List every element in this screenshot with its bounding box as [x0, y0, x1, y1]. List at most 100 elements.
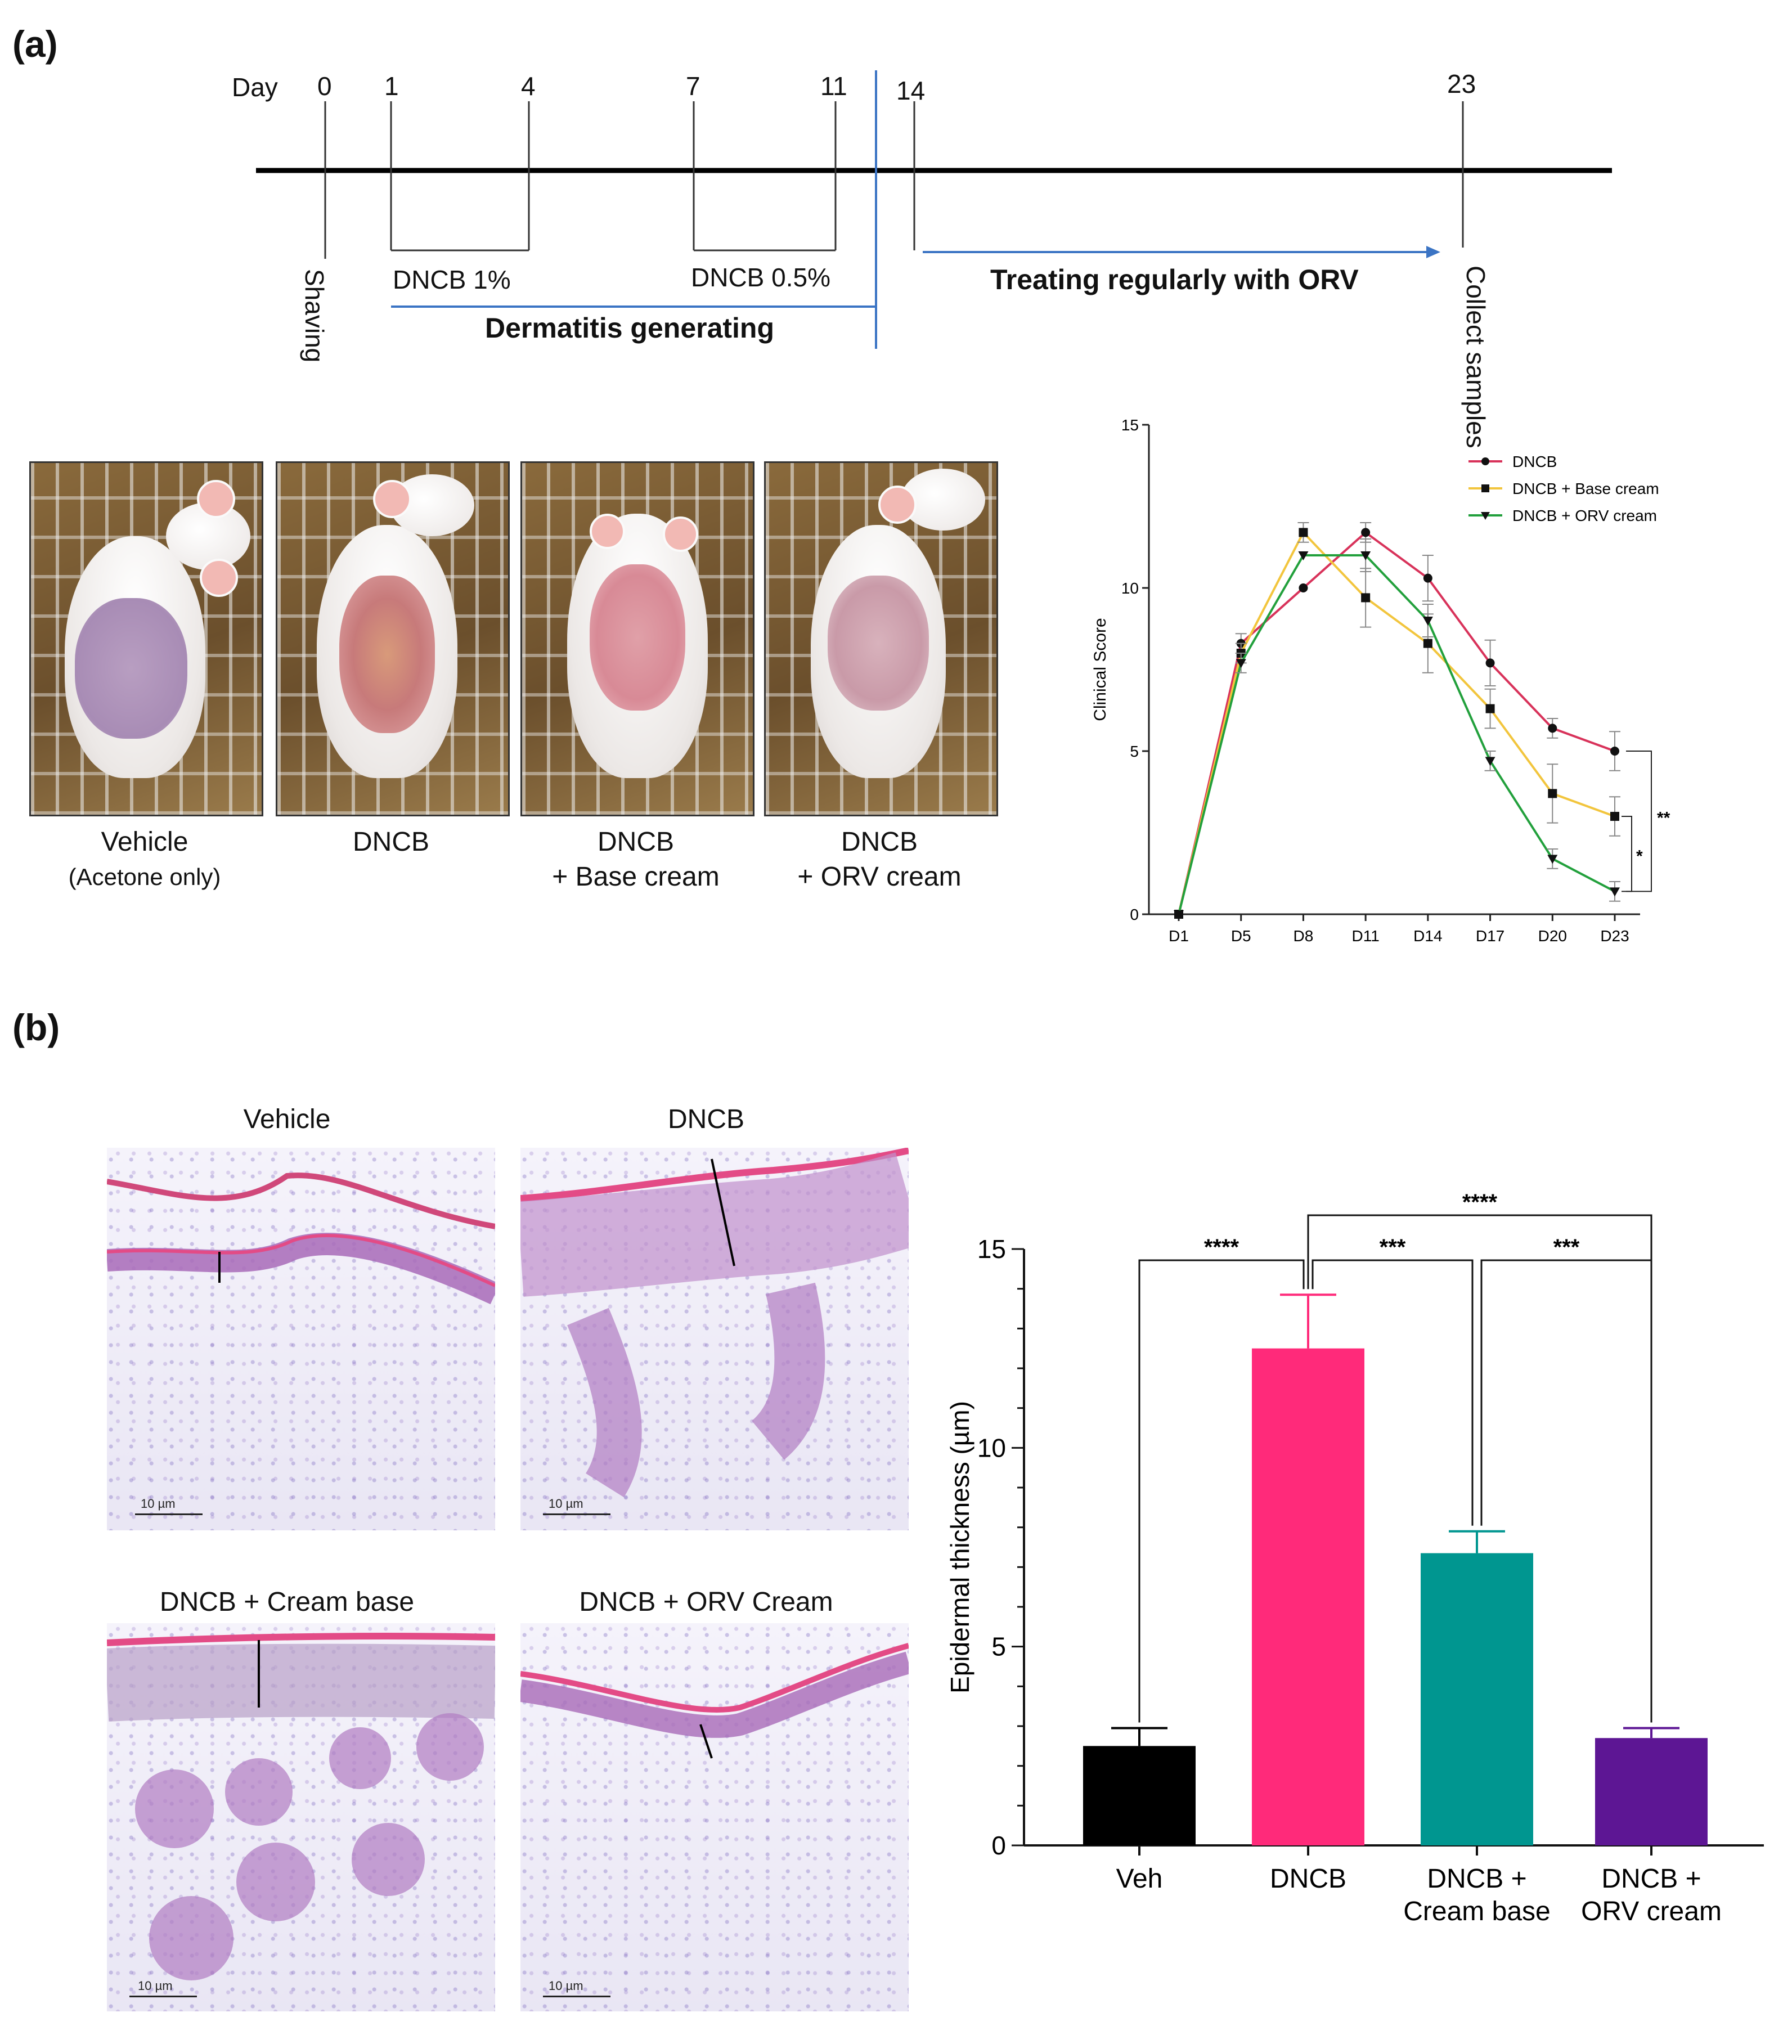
photo-orv-cream [764, 461, 998, 816]
caption-line: + ORV cream [797, 862, 962, 892]
x-tick-label: D17 [1476, 927, 1504, 945]
data-point [1299, 583, 1308, 592]
data-point [1361, 528, 1371, 537]
x-tick-label: ORV cream [1581, 1897, 1722, 1926]
x-tick-label: D5 [1231, 927, 1251, 945]
x-tick-label: D8 [1294, 927, 1314, 945]
scale-bar [135, 1513, 203, 1515]
x-tick-label: D14 [1413, 927, 1442, 945]
scale-bar-label: 10 µm [549, 1979, 583, 1993]
data-point [1485, 658, 1495, 668]
panel-a-label: (a) [12, 23, 58, 65]
timeline-dncb1: DNCB 1% [393, 265, 511, 294]
scale-bar [543, 1513, 610, 1515]
histo-title-dncb: DNCB [667, 1104, 744, 1134]
scale-bar [129, 1996, 197, 1997]
caption-dncb: DNCB [276, 825, 506, 860]
data-point [1299, 528, 1308, 537]
significance-label: **** [1204, 1235, 1239, 1260]
x-tick-label: DNCB [1270, 1864, 1346, 1894]
data-point [1547, 855, 1558, 864]
caption-line: DNCB [597, 827, 674, 857]
mouse-ear [878, 486, 917, 524]
x-tick-label: DNCB + [1601, 1864, 1701, 1894]
legend-label: DNCB + Base cream [1512, 480, 1659, 497]
bar [1595, 1738, 1708, 1845]
caption-line: + Base cream [552, 862, 720, 892]
panel-b-label: (b) [12, 1007, 60, 1048]
timeline-day-14: 14 [896, 76, 926, 105]
histo-vehicle: 10 µm [107, 1148, 495, 1530]
timeline-collect: Collect samples [1461, 266, 1490, 448]
caption-base-cream: DNCB + Base cream [520, 825, 751, 895]
caption-vehicle: Vehicle (Acetone only) [29, 825, 260, 895]
data-point [1423, 573, 1432, 583]
y-tick-label: 0 [1130, 906, 1139, 923]
photo-vehicle [29, 461, 263, 816]
y-tick-label: 15 [1121, 416, 1139, 434]
timeline [256, 70, 1612, 349]
y-tick-label: 10 [977, 1433, 1006, 1462]
legend-marker [1481, 457, 1489, 465]
epidermis-layer [520, 1643, 909, 1759]
lesion-area [828, 576, 929, 711]
significance-label: * [1636, 847, 1643, 866]
mouse-ear [373, 480, 411, 518]
histo-orv-cream: 10 µm [520, 1623, 909, 2011]
bar [1252, 1348, 1364, 1845]
scale-bar-label: 10 µm [549, 1497, 583, 1511]
histo-title-cream-base: DNCB + Cream base [159, 1587, 415, 1617]
x-tick-label: D20 [1538, 927, 1567, 945]
significance-label: **** [1462, 1190, 1498, 1215]
data-point [1236, 659, 1246, 668]
mouse-ear [590, 514, 625, 549]
shaved-area [75, 598, 187, 739]
timeline-day-label: Day [232, 73, 278, 102]
data-point [1548, 789, 1557, 798]
timeline-dncb05: DNCB 0.5% [691, 263, 830, 292]
data-point [1548, 724, 1557, 733]
data-point [1485, 704, 1495, 713]
series-line [1178, 554, 1615, 915]
data-point [1422, 617, 1433, 626]
data-point [1610, 747, 1619, 756]
timeline-day-11: 11 [820, 71, 847, 101]
y-tick-label: 0 [991, 1831, 1006, 1860]
series-line [1178, 530, 1615, 915]
data-point [1485, 757, 1495, 766]
data-point [1610, 887, 1620, 897]
timeline-treating: Treating regularly with ORV [990, 264, 1359, 295]
timeline-dermatitis: Dermatitis generating [485, 312, 775, 344]
histo-title-vehicle: Vehicle [243, 1104, 331, 1134]
timeline-day-1: 1 [384, 71, 399, 101]
significance-label: *** [1380, 1235, 1406, 1260]
significance-bracket [1626, 751, 1652, 892]
mouse-ear [663, 516, 698, 552]
timeline-day-23: 23 [1447, 69, 1476, 98]
y-tick-label: 10 [1121, 579, 1139, 597]
histo-cream-base: 10 µm [107, 1623, 495, 2011]
legend-marker [1481, 484, 1489, 492]
scale-bar [543, 1996, 610, 1997]
epidermal-thickness-chart: 0 5 10 15 Epidermal thickness (µm) Veh DNCB DNC… [945, 1190, 1764, 1926]
caption-orv-cream: DNCB + ORV cream [764, 825, 995, 895]
scale-bar-label: 10 µm [138, 1979, 173, 1993]
y-axis-label: Epidermal thickness (µm) [945, 1401, 974, 1693]
epidermis-layer [107, 1633, 495, 1980]
epidermis-layer [107, 1173, 495, 1305]
timeline-day-0: 0 [317, 71, 332, 101]
data-point [1423, 639, 1432, 648]
y-tick-label: 5 [991, 1632, 1006, 1661]
caption-line: DNCB [352, 827, 429, 857]
mouse-ear [197, 480, 235, 518]
timeline-day-4: 4 [521, 71, 536, 101]
significance-label: ** [1657, 809, 1670, 828]
x-tick-label: DNCB + [1427, 1864, 1526, 1894]
legend-label: DNCB [1512, 453, 1557, 470]
y-tick-label: 5 [1130, 743, 1139, 760]
scale-bar-label: 10 µm [141, 1497, 176, 1511]
significance-bracket [1622, 816, 1632, 892]
bar [1421, 1553, 1533, 1845]
x-tick-label: D23 [1600, 927, 1629, 945]
bar [1083, 1746, 1196, 1845]
